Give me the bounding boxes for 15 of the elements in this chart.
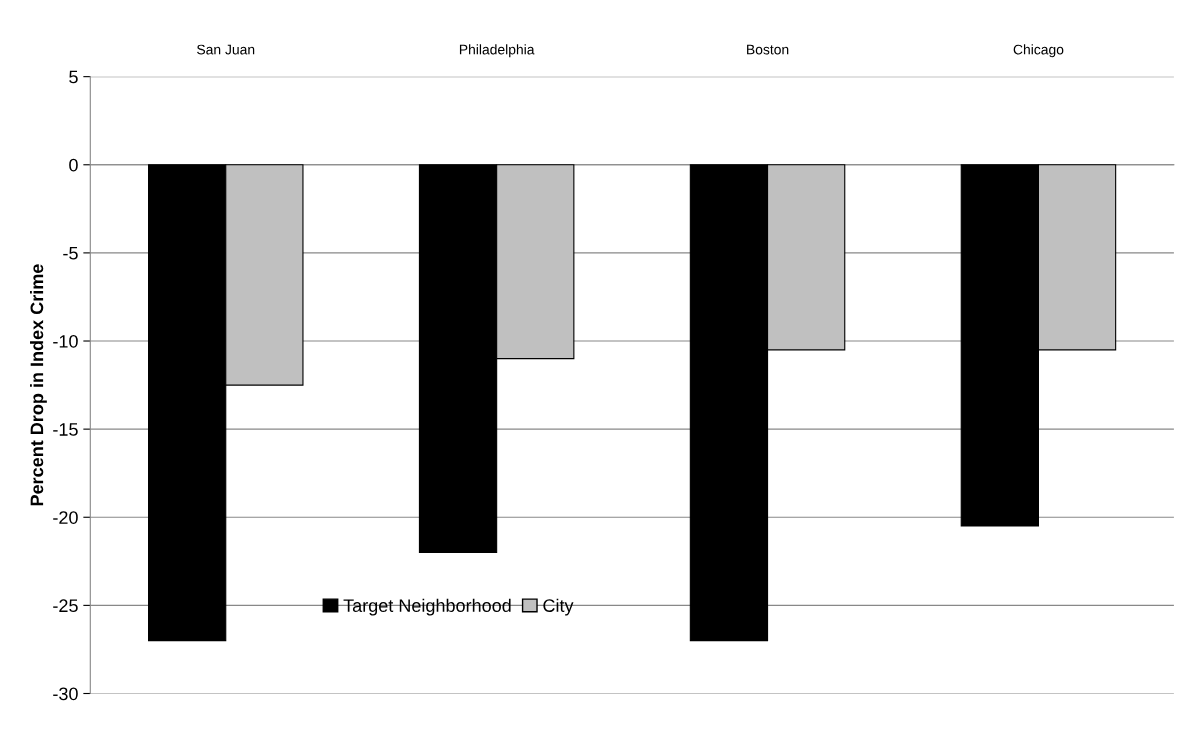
- y-axis-title: Percent Drop in Index Crime: [30, 264, 47, 506]
- y-tick-label: -15: [53, 423, 78, 436]
- y-tick-label: 0: [69, 158, 78, 172]
- y-tick-label: -10: [53, 334, 78, 348]
- x-tick-label: Chicago: [1013, 44, 1064, 58]
- x-tick-label: Boston: [747, 44, 789, 55]
- y-tick-label: -20: [53, 511, 78, 524]
- y-tick-label: 5: [69, 70, 78, 84]
- legend-label: Target Neighborhood: [343, 598, 511, 616]
- y-tick-label: -30: [53, 687, 78, 701]
- y-tick-label: -5: [63, 247, 78, 260]
- x-tick-label: San Juan: [197, 44, 255, 55]
- y-tick-label: -25: [53, 599, 78, 613]
- legend-label: City: [543, 598, 574, 616]
- x-tick-label: Philadelphia: [459, 44, 535, 58]
